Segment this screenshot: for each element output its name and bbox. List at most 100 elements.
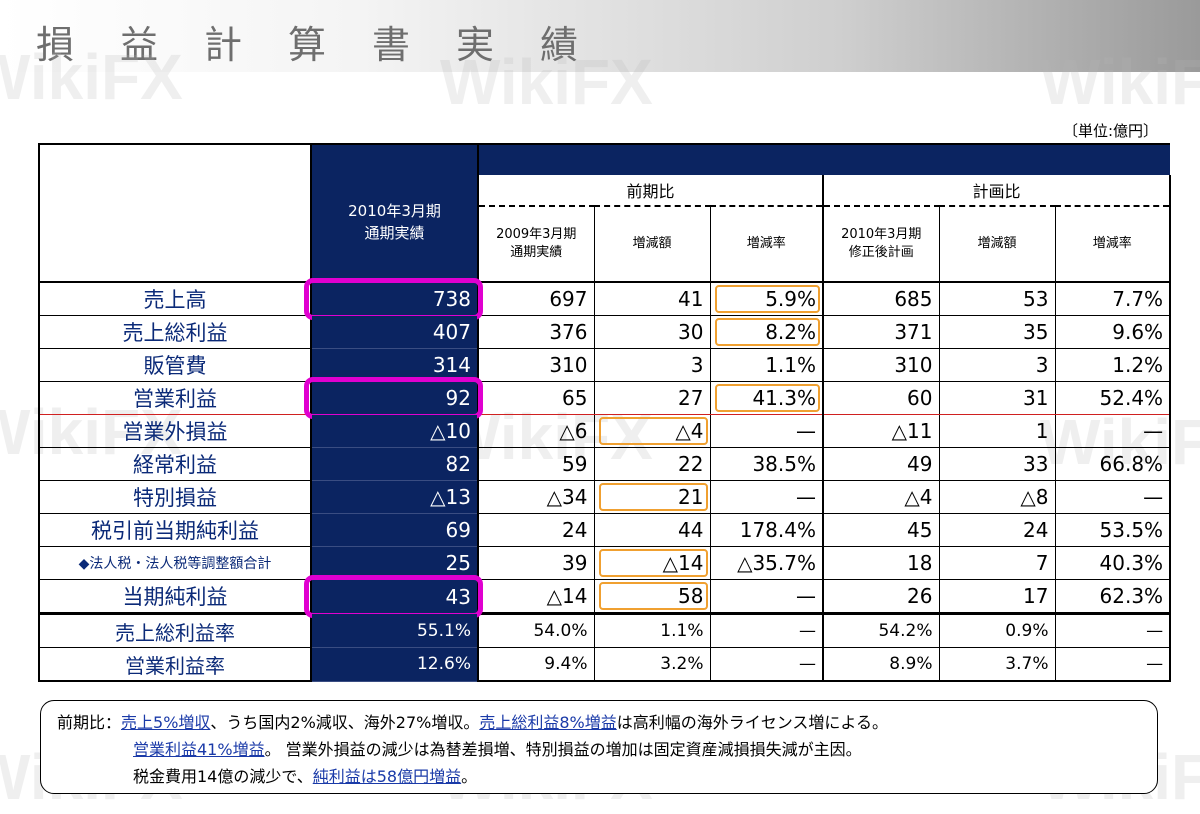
cell-current: 25 <box>311 546 479 580</box>
cell-prate: — <box>1054 414 1172 448</box>
cell-diff: △14 <box>593 546 710 580</box>
commentary-text: 。 <box>461 767 478 786</box>
cell-current: 82 <box>311 447 479 481</box>
cell-current: 92 <box>304 377 483 419</box>
cell-prev: 59 <box>477 447 594 481</box>
cell-value: △8 <box>1020 485 1049 509</box>
cell-current: 43 <box>304 575 483 618</box>
cell-value: 310 <box>894 353 933 377</box>
cell-plan: 310 <box>822 348 939 382</box>
commentary-highlight: 営業利益41%増益 <box>133 740 265 759</box>
cell-value: 54.2% <box>878 621 933 641</box>
cell-value: 35 <box>1023 320 1049 344</box>
cell-diff: 21 <box>593 480 710 514</box>
cell-diff: 30 <box>593 315 710 349</box>
cell-plan: 8.9% <box>822 647 939 682</box>
cell-value: 24 <box>562 518 588 542</box>
cell-current-value: 25 <box>445 551 471 575</box>
table-row: ◆法人税・法人税等調整額合計 25 39 △14 △35.7% 18 7 40.3% <box>38 546 1172 580</box>
cell-prate: 9.6% <box>1054 315 1172 349</box>
cell-value: 53.5% <box>1099 518 1164 542</box>
cell-value: △4 <box>904 485 933 509</box>
table-row: 売上総利益率 55.1% 54.0% 1.1% — 54.2% 0.9% — <box>38 613 1172 648</box>
cell-value: — <box>799 621 816 641</box>
header-group-prev: 前期比 <box>477 175 824 207</box>
cell-pdiff: 33 <box>938 447 1055 481</box>
cell-value: 7 <box>1035 551 1049 575</box>
cell-current: △13 <box>311 480 479 514</box>
cell-value: 65 <box>562 386 588 410</box>
cell-rate: 178.4% <box>709 513 824 547</box>
table-row: 売上総利益 407 376 30 8.2% 371 35 9.6% <box>38 315 1172 349</box>
cell-plan: 371 <box>822 315 939 349</box>
cell-rate: — <box>709 480 824 514</box>
cell-current-value: 12.6% <box>416 654 471 675</box>
cell-current: 12.6% <box>311 647 479 682</box>
cell-rate: 41.3% <box>709 381 824 415</box>
cell-value: 1.1% <box>765 353 816 377</box>
cell-prev: 65 <box>477 381 594 415</box>
commentary-line: 営業利益41%増益。 営業外損益の減少は為替差損増、特別損益の増加は固定資産減損… <box>57 736 1157 763</box>
cell-value: 17 <box>1023 584 1049 608</box>
cell-prate: — <box>1054 480 1172 514</box>
cell-plan: 45 <box>822 513 939 547</box>
cell-current: 55.1% <box>311 613 479 648</box>
cell-pdiff: 1 <box>938 414 1055 448</box>
cell-value: — <box>796 419 816 443</box>
cell-value: — <box>1143 485 1164 509</box>
header-current-period: 2010年3月期 通期実績 <box>311 144 479 282</box>
cell-value: 54.0% <box>533 621 588 641</box>
cell-prate: 7.7% <box>1054 281 1172 316</box>
cell-current-value: 407 <box>432 320 471 344</box>
cell-value: 3.2% <box>660 654 704 674</box>
cell-prev: 9.4% <box>477 647 594 682</box>
row-label: 営業利益率 <box>38 647 312 682</box>
income-statement-table: 2010年3月期 通期実績 前期比 計画比 2009年3月期 通期実績 増減額 … <box>38 143 1172 682</box>
commentary-line: 税金費用14億の減少で、純利益は58億円増益。 <box>57 763 1157 790</box>
cell-value: 58 <box>678 584 704 608</box>
cell-value: △4 <box>675 419 704 443</box>
cell-value: △35.7% <box>737 551 816 575</box>
cell-value: 27 <box>678 386 704 410</box>
row-label: ◆法人税・法人税等調整額合計 <box>38 546 312 580</box>
cell-prate: 40.3% <box>1054 546 1172 580</box>
row-label: 特別損益 <box>38 480 312 514</box>
cell-plan: 54.2% <box>822 613 939 648</box>
cell-value: 8.2% <box>765 320 816 344</box>
cell-value: △11 <box>891 419 933 443</box>
cell-pdiff: 31 <box>938 381 1055 415</box>
cell-rate: — <box>709 613 824 648</box>
cell-value: 3.7% <box>1005 654 1049 674</box>
cell-value: 697 <box>549 287 588 311</box>
cell-value: 66.8% <box>1099 452 1164 476</box>
cell-current-value: 82 <box>445 452 471 476</box>
cell-plan: 26 <box>822 579 939 615</box>
cell-prev: △6 <box>477 414 594 448</box>
cell-value: 59 <box>562 452 588 476</box>
cell-value: 685 <box>894 287 933 311</box>
cell-value: 3 <box>690 353 704 377</box>
cell-current: 407 <box>311 315 479 349</box>
table-row: 経常利益 82 59 22 38.5% 49 33 66.8% <box>38 447 1172 481</box>
cell-value: 5.9% <box>765 287 816 311</box>
table-row: 税引前当期純利益 69 24 44 178.4% 45 24 53.5% <box>38 513 1172 547</box>
row-label: 売上総利益率 <box>38 613 312 648</box>
cell-value: △34 <box>546 485 588 509</box>
cell-plan: 685 <box>822 281 939 316</box>
cell-rate: — <box>709 579 824 615</box>
cell-diff: 1.1% <box>593 613 710 648</box>
cell-prev: 376 <box>477 315 594 349</box>
cell-prate: 53.5% <box>1054 513 1172 547</box>
commentary-highlight: 純利益は58億円増益 <box>312 767 462 786</box>
cell-diff: 41 <box>593 281 710 316</box>
cell-value: △14 <box>662 551 704 575</box>
header-sub-prev-rate: 増減率 <box>709 206 824 282</box>
cell-value: 1.1% <box>660 621 704 641</box>
cell-diff: 22 <box>593 447 710 481</box>
cell-pdiff: 3.7% <box>938 647 1055 682</box>
cell-pdiff: 35 <box>938 315 1055 349</box>
page-title: 損益計算書実績 <box>36 23 625 67</box>
header-sub-plan: 2010年3月期 修正後計画 <box>822 206 939 282</box>
cell-current-value: △10 <box>430 419 471 443</box>
cell-diff: 44 <box>593 513 710 547</box>
